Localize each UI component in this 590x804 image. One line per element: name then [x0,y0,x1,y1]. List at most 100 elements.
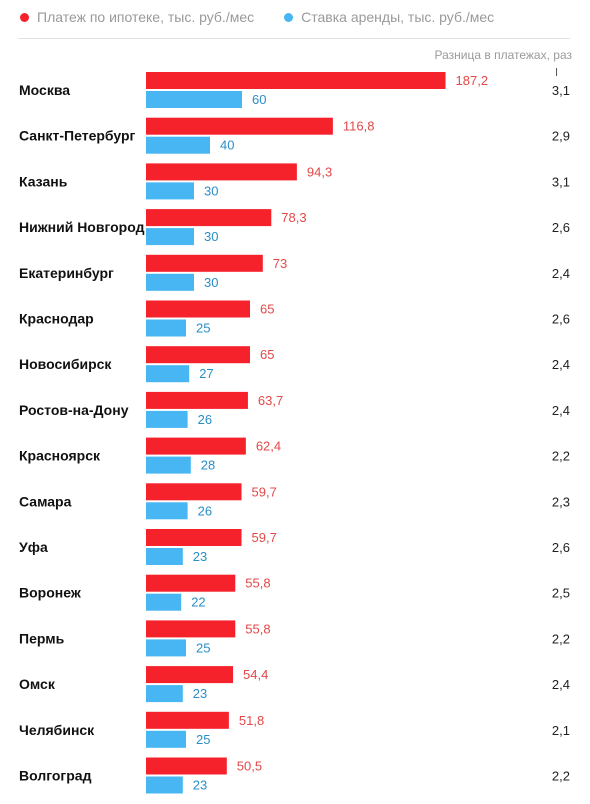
value-label-rent: 26 [198,503,212,518]
bar-mortgage [146,391,248,409]
category-label: Уфа [19,539,48,555]
ratio-value: 2,2 [552,449,570,464]
ratio-value: 2,9 [552,129,570,144]
legend-dot-mortgage [20,12,29,22]
ratio-value: 2,4 [552,266,570,281]
ratio-value: 2,6 [552,220,570,235]
bar-mortgage [146,529,242,546]
ratio-value: 2,6 [552,312,570,327]
ratio-value: 2,4 [552,677,570,692]
ratio-value: 3,1 [552,83,570,98]
bar-rent [146,228,194,246]
value-label-mortgage: 54,4 [243,667,268,682]
category-label: Москва [19,82,70,98]
category-label: Казань [19,173,68,189]
value-label-rent: 23 [193,686,207,701]
category-label: Санкт-Петербург [19,128,136,144]
value-label-rent: 25 [196,640,210,655]
bar-mortgage [146,574,236,592]
value-label-rent: 23 [193,549,207,564]
legend-dot-rent [284,12,294,22]
bar-mortgage [146,437,246,455]
category-label: Новосибирск [19,356,112,372]
bar-rent [146,365,190,383]
value-label-rent: 30 [204,275,218,290]
bar-mortgage [146,117,333,135]
value-label-rent: 25 [196,732,210,747]
category-label: Пермь [19,630,65,646]
value-label-mortgage: 63,7 [258,393,283,408]
value-label-mortgage: 65 [260,347,274,362]
ratio-value: 2,5 [552,586,570,601]
bar-rent [146,730,186,748]
category-label: Краснодар [19,311,94,327]
value-label-rent: 22 [191,595,205,610]
ratio-value: 2,3 [552,494,570,509]
ratio-value: 2,1 [552,723,570,738]
legend-label-rent: Ставка аренды, тыс. руб./мес [301,9,495,25]
value-label-mortgage: 59,7 [252,484,277,499]
value-label-rent: 28 [201,458,215,473]
category-label: Самара [19,493,72,509]
ratio-column-title: Разница в платежах, раз [434,48,572,62]
legend-item-mortgage: Платеж по ипотеке, тыс. руб./мес [20,9,254,25]
bar-rent [146,548,183,565]
value-label-rent: 30 [204,229,218,244]
category-label: Волгоград [19,768,92,784]
value-label-mortgage: 73 [273,256,287,271]
legend: Платеж по ипотеке, тыс. руб./мес Ставка … [20,8,524,26]
category-label: Красноярск [19,448,101,464]
value-label-rent: 60 [252,92,266,107]
legend-divider [18,38,570,39]
category-label: Екатеринбург [19,265,114,281]
bar-rent [146,685,183,703]
ratio-value: 2,4 [552,357,570,372]
bar-rent [146,136,210,154]
value-label-rent: 30 [204,183,218,198]
bar-rent [146,593,182,611]
bar-rent [146,502,188,520]
ratio-value: 2,2 [552,631,570,646]
bar-rent [146,410,188,428]
legend-item-rent: Ставка аренды, тыс. руб./мес [284,9,494,25]
bar-mortgage [146,163,297,181]
bar-mortgage [146,209,272,227]
bar-mortgage [146,300,250,318]
value-label-rent: 40 [220,138,234,153]
value-label-mortgage: 55,8 [245,576,270,591]
bar-rent [146,273,194,291]
ratio-value: 2,4 [552,403,570,418]
category-label: Омск [19,676,56,692]
value-label-mortgage: 59,7 [252,530,277,545]
bar-rent [146,91,242,108]
ratio-value: 2,2 [552,769,570,784]
ratio-column-tick [556,68,557,76]
category-label: Ростов-на-Дону [19,402,129,418]
bar-rent [146,776,183,794]
category-label: Челябинск [19,722,95,738]
ratio-value: 3,1 [552,174,570,189]
value-label-rent: 23 [193,778,207,793]
category-label: Нижний Новгород [19,219,145,235]
value-label-rent: 27 [199,366,213,381]
bar-mortgage [146,757,227,775]
value-label-mortgage: 187,2 [456,73,489,88]
value-label-mortgage: 50,5 [237,759,262,774]
bar-mortgage [146,483,242,501]
value-label-rent: 25 [196,321,210,336]
value-label-mortgage: 116,8 [343,119,375,134]
bar-rent [146,319,186,337]
legend-label-mortgage: Платеж по ипотеке, тыс. руб./мес [37,9,255,25]
value-label-mortgage: 51,8 [239,713,264,728]
bar-rent [146,456,191,474]
bar-rent [146,639,186,657]
bar-mortgage [146,346,250,364]
bar-mortgage [146,666,234,684]
category-label: Воронеж [19,585,82,601]
value-label-mortgage: 94,3 [307,164,332,179]
ratio-value: 2,6 [552,540,570,555]
value-label-mortgage: 55,8 [245,621,270,636]
bar-mortgage [146,620,236,638]
value-label-rent: 26 [198,412,212,427]
